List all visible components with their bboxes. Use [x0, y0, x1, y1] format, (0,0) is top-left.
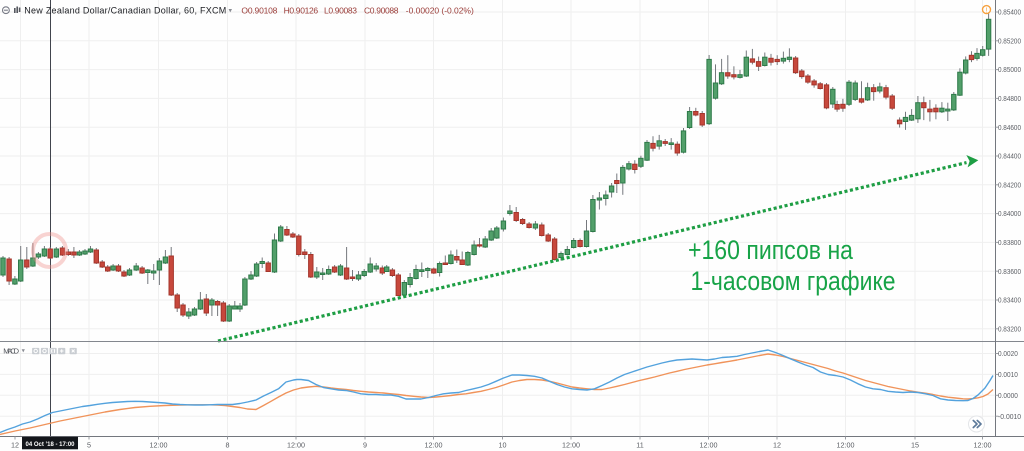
svg-text:12:00: 12:00 — [287, 441, 305, 450]
svg-text:0.83600: 0.83600 — [998, 269, 1021, 276]
svg-text:10: 10 — [499, 441, 507, 450]
svg-text:0.85000: 0.85000 — [998, 67, 1021, 74]
svg-text:11: 11 — [636, 441, 643, 450]
svg-text:▾: ▾ — [229, 8, 233, 15]
svg-text:12:00: 12:00 — [562, 441, 580, 450]
svg-text:0.0010: 0.0010 — [998, 372, 1018, 379]
svg-text:9: 9 — [363, 441, 367, 450]
svg-text:!: ! — [986, 7, 988, 14]
svg-text:0.84400: 0.84400 — [998, 154, 1021, 161]
svg-text:MACD: MACD — [3, 346, 19, 355]
svg-text:0.83400: 0.83400 — [998, 298, 1021, 305]
svg-text:12: 12 — [773, 441, 781, 450]
svg-text:0.0020: 0.0020 — [998, 351, 1018, 358]
svg-text:0.83800: 0.83800 — [998, 240, 1021, 247]
svg-text:H0.90126: H0.90126 — [284, 5, 319, 15]
svg-text:5: 5 — [87, 441, 91, 450]
svg-text:0.83200: 0.83200 — [998, 326, 1021, 333]
svg-text:12:00: 12:00 — [837, 441, 855, 450]
svg-text:12: 12 — [11, 441, 19, 450]
svg-text:0.84800: 0.84800 — [998, 96, 1021, 103]
svg-text:12:00: 12:00 — [150, 441, 168, 450]
svg-text:O0.90108: O0.90108 — [241, 5, 277, 15]
svg-text:0.85400: 0.85400 — [998, 10, 1021, 17]
svg-text:0.84600: 0.84600 — [998, 125, 1021, 132]
svg-text:+160 пипсов на: +160 пипсов на — [688, 235, 853, 265]
svg-text:0.84200: 0.84200 — [998, 182, 1021, 189]
svg-text:L0.90083: L0.90083 — [324, 5, 357, 15]
svg-text:0.85200: 0.85200 — [998, 38, 1021, 45]
svg-text:04 Oct ’18 - 17:00: 04 Oct ’18 - 17:00 — [26, 441, 75, 448]
svg-text:12:00: 12:00 — [425, 441, 443, 450]
svg-text:12:00: 12:00 — [974, 441, 992, 450]
svg-text:12:00: 12:00 — [700, 441, 718, 450]
svg-text:1-часовом графике: 1-часовом графике — [691, 266, 896, 296]
svg-text:New Zealand Dollar/Canadian Do: New Zealand Dollar/Canadian Dollar, 60, … — [24, 6, 226, 16]
svg-text:-0.00020 (-0.02%): -0.00020 (-0.02%) — [406, 5, 474, 15]
svg-text:-0.0010: -0.0010 — [998, 414, 1021, 421]
svg-text:0.84000: 0.84000 — [998, 211, 1021, 218]
svg-text:C0.90088: C0.90088 — [364, 5, 399, 15]
svg-text:8: 8 — [226, 441, 230, 450]
svg-text:0.0000: 0.0000 — [998, 393, 1018, 400]
svg-text:15: 15 — [911, 441, 919, 450]
svg-text:▾: ▾ — [22, 348, 26, 355]
